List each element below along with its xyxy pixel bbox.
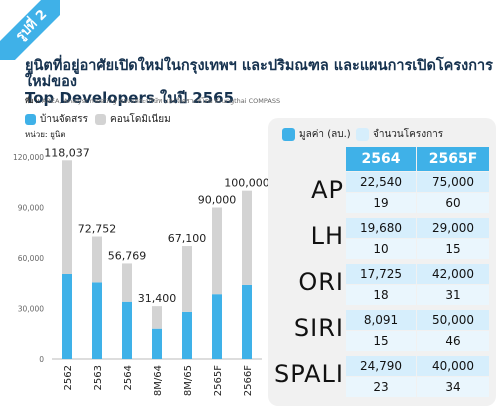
- bar-segment-condo: [182, 246, 192, 312]
- developer-name: SIRI: [293, 314, 344, 342]
- bar-total-label: 72,752: [78, 223, 117, 236]
- unit-label: หน่วย: ยูนิต: [25, 130, 66, 139]
- bar-segment-condo: [122, 263, 132, 302]
- bar-total-label: 31,400: [138, 292, 177, 305]
- count-2565F-cell: 15: [417, 239, 489, 259]
- value-2564-cell: 24,790: [346, 356, 416, 376]
- source-note: ที่มา: AREA, Analyst meeting ของแต่ละบริ…: [25, 96, 280, 106]
- source-text: AREA, Analyst meeting ของแต่ละบริษัท และ…: [41, 97, 281, 105]
- value-2565F-cell: 40,000: [417, 356, 489, 376]
- count-2564-cell: 19: [346, 193, 416, 213]
- y-tick-label: 90,000: [18, 204, 44, 213]
- title-line-2: Top Developers ในปี 2565: [25, 89, 235, 107]
- bar-segment-condo: [152, 306, 162, 329]
- title-line-1: ยูนิตที่อยู่อาศัยเปิดใหม่ในกรุงเทพฯ และป…: [25, 58, 493, 90]
- bar-segment-house: [212, 294, 222, 359]
- bar-segment-condo: [92, 236, 102, 283]
- bar-segment-condo: [62, 160, 72, 274]
- y-tick-label: 120,000: [13, 153, 44, 162]
- count-2564-cell: 23: [346, 377, 416, 397]
- table-legend-label-count: จำนวนโครงการ: [373, 129, 444, 140]
- table-legend-count: จำนวนโครงการ: [356, 127, 443, 142]
- value-2564-cell: 17,725: [346, 264, 416, 284]
- x-tick-label: 8M/65: [183, 365, 194, 396]
- bar-total-label: 67,100: [168, 232, 207, 245]
- bar-segment-house: [182, 311, 192, 359]
- bar-total-label: 56,769: [108, 249, 147, 262]
- source-label: ที่มา:: [25, 97, 40, 105]
- x-tick-label: 8M/64: [153, 365, 164, 396]
- table-legend-value: มูลค่า (ลบ.): [282, 127, 351, 142]
- table-legend-label-value: มูลค่า (ลบ.): [299, 129, 351, 140]
- y-tick-label: 60,000: [18, 254, 44, 263]
- bar-segment-house: [152, 328, 162, 359]
- count-2565F-cell: 34: [417, 377, 489, 397]
- bar-total-label: 118,037: [44, 146, 90, 159]
- value-2564-cell: 8,091: [346, 310, 416, 330]
- x-tick-label: 2565F: [213, 365, 224, 396]
- table-legend-swatch-count: [356, 128, 369, 141]
- developer-name: LH: [310, 222, 344, 250]
- count-2565F-cell: 31: [417, 285, 489, 305]
- value-2564-cell: 22,540: [346, 172, 416, 192]
- legend-label-condo: คอนโดมิเนียม: [110, 114, 171, 125]
- bar-total-label: 100,000: [224, 177, 268, 190]
- y-tick-label: 0: [39, 355, 44, 364]
- bar-segment-condo: [242, 190, 252, 285]
- table-legend-swatch-value: [282, 128, 295, 141]
- legend-item-condo: คอนโดมิเนียม: [95, 112, 171, 127]
- bar-segment-house: [62, 273, 72, 359]
- count-2565F-cell: 46: [417, 331, 489, 351]
- y-tick-label: 30,000: [18, 305, 44, 314]
- value-2565F-cell: 75,000: [417, 172, 489, 192]
- bar-segment-house: [122, 301, 132, 359]
- legend-swatch-condo: [95, 114, 106, 125]
- bar-chart: 0 30,000 60,000 90,000 120,000 118,037 2562 72,…: [13, 146, 268, 396]
- x-tick-label: 2563: [93, 365, 104, 390]
- x-tick-label: 2566F: [243, 365, 254, 396]
- count-2564-cell: 18: [346, 285, 416, 305]
- count-2564-cell: 10: [346, 239, 416, 259]
- legend-swatch-house: [25, 114, 36, 125]
- figure-badge-label: รูปที่ 2: [0, 0, 60, 60]
- legend-label-house: บ้านจัดสรร: [40, 114, 88, 125]
- bar-segment-house: [92, 282, 102, 359]
- bar-segment-house: [242, 284, 252, 359]
- legend-item-house: บ้านจัดสรร: [25, 112, 88, 127]
- developer-name: SPALI: [273, 360, 344, 388]
- figure-badge: รูปที่ 2: [0, 0, 60, 60]
- count-2565F-cell: 60: [417, 193, 489, 213]
- developer-name: ORI: [298, 268, 344, 296]
- table-header-2565F: 2565F: [417, 147, 489, 171]
- value-2565F-cell: 50,000: [417, 310, 489, 330]
- value-2565F-cell: 29,000: [417, 218, 489, 238]
- value-2564-cell: 19,680: [346, 218, 416, 238]
- count-2564-cell: 15: [346, 331, 416, 351]
- bar-segment-condo: [212, 207, 222, 295]
- table-header-2564: 2564: [346, 147, 416, 171]
- x-tick-label: 2562: [63, 365, 74, 390]
- bar-total-label: 90,000: [198, 194, 237, 207]
- value-2565F-cell: 42,000: [417, 264, 489, 284]
- developer-name: AP: [311, 176, 344, 204]
- page-title: ยูนิตที่อยู่อาศัยเปิดใหม่ในกรุงเทพฯ และป…: [25, 58, 495, 106]
- x-tick-label: 2564: [123, 365, 134, 390]
